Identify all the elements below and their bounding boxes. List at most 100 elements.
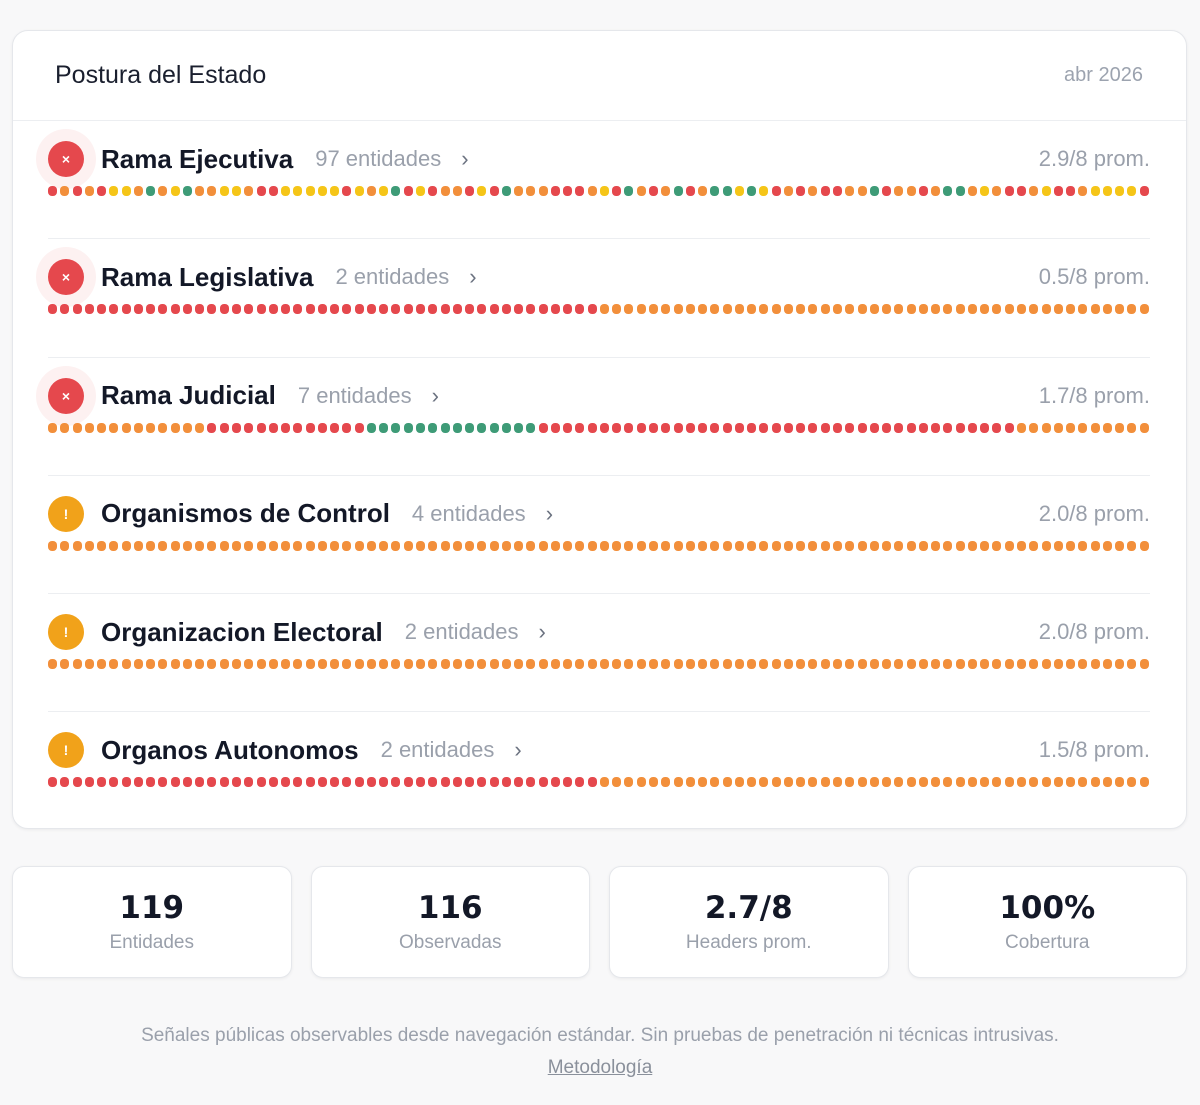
entity-dot [943, 422, 953, 433]
entity-dot [747, 659, 757, 670]
entity-dot [685, 540, 695, 551]
entity-dot [906, 659, 916, 670]
entity-dot [587, 777, 597, 788]
entity-dot [489, 304, 499, 315]
entity-dot [943, 540, 953, 551]
entity-dot [121, 186, 131, 196]
entity-dot [820, 777, 830, 788]
entity-dot [514, 186, 524, 196]
entity-dot [612, 422, 622, 433]
chevron-right-icon[interactable]: › [469, 264, 477, 290]
branch-name: Rama Ejecutiva [101, 143, 294, 174]
entity-dot [366, 777, 376, 788]
entity-dot [955, 422, 965, 433]
chevron-right-icon[interactable]: › [431, 382, 439, 408]
entity-dot [649, 540, 659, 551]
entity-dot [244, 540, 254, 551]
branch-row[interactable]: ! Organos Autonomos 2 entidades › 1.5/8 … [48, 712, 1150, 830]
entity-dot [379, 304, 389, 315]
entity-dot [538, 422, 548, 433]
entity-dot [882, 659, 892, 670]
entity-dot [1029, 777, 1039, 788]
entity-dot [955, 186, 965, 196]
chevron-right-icon[interactable]: › [538, 619, 546, 645]
entity-dot [1029, 186, 1039, 196]
chevron-right-icon[interactable]: › [461, 146, 469, 171]
entity-dot [820, 186, 830, 196]
branch-row[interactable]: × Rama Ejecutiva 97 entidades › 2.9/8 pr… [48, 121, 1150, 240]
entity-dot [575, 422, 585, 433]
entity-dot [624, 186, 634, 196]
entity-dot [452, 659, 462, 670]
entity-dot [146, 659, 156, 670]
chevron-right-icon[interactable]: › [545, 500, 554, 526]
entity-dot [428, 422, 438, 433]
entity-dot [857, 422, 867, 433]
entity-dot [833, 304, 842, 315]
disclaimer-footer: Señales públicas observables desde naveg… [140, 1020, 1060, 1084]
branch-row[interactable]: × Rama Legislativa 2 entidades › 0.5/8 p… [48, 239, 1150, 358]
entity-dot [256, 422, 266, 433]
entity-dot [354, 422, 364, 433]
entity-dot [1041, 422, 1051, 433]
entity-dot [330, 304, 340, 315]
entity-dot [710, 186, 720, 196]
entity-dot [514, 422, 524, 433]
entity-dot [563, 777, 573, 788]
entity-count: 2 entidades [335, 264, 450, 290]
entity-dot [244, 422, 254, 433]
entity-dot [1090, 540, 1100, 551]
entity-dot [869, 659, 879, 670]
entity-dot [649, 186, 659, 196]
entity-dot [575, 304, 585, 315]
branch-row[interactable]: ! Organizacion Electoral 2 entidades › 2… [48, 594, 1150, 713]
stat-card-observed: 116 Observadas [310, 866, 590, 978]
entity-dot [465, 540, 475, 551]
entity-dot [158, 659, 168, 670]
entity-dot [1139, 659, 1149, 670]
entity-dot [931, 186, 941, 196]
entity-dot [771, 304, 781, 315]
entity-dot [207, 777, 217, 788]
entity-dot [820, 422, 830, 433]
entity-dot [587, 659, 597, 670]
entity-dot [599, 186, 609, 196]
entity-dot [563, 659, 573, 670]
entity-dot [1004, 422, 1014, 433]
entity-dot [195, 777, 205, 788]
entity-dot [833, 777, 842, 788]
entity-dot [60, 540, 70, 551]
entity-dot [219, 777, 229, 788]
entity-dot [1115, 659, 1125, 670]
entity-dot [1139, 422, 1149, 433]
entity-dot [1041, 540, 1051, 551]
disclaimer-text: Señales públicas observables desde naveg… [141, 1025, 1059, 1046]
entity-dot [857, 186, 867, 196]
entity-dot [1115, 540, 1125, 551]
entity-dot [636, 659, 646, 670]
chevron-right-icon[interactable]: › [514, 737, 522, 763]
entity-dot [710, 304, 720, 315]
entity-dot [992, 540, 1002, 551]
entity-dot [1090, 777, 1100, 788]
entity-dot [673, 540, 683, 551]
entity-dot [894, 659, 904, 670]
entity-dot [808, 304, 818, 315]
branch-row[interactable]: ! Organismos de Control 4 entidades › 2.… [48, 476, 1150, 595]
entity-dot [685, 422, 695, 433]
entity-dot [967, 304, 977, 315]
entity-dot [906, 304, 916, 315]
entity-dot [109, 422, 119, 433]
entity-dot [1127, 304, 1137, 315]
entity-dot [342, 304, 352, 315]
entity-dot [1016, 422, 1026, 433]
entity-dot [72, 304, 82, 315]
methodology-link[interactable]: Metodología [547, 1057, 653, 1078]
entity-dot [440, 777, 450, 788]
entity-dot [514, 777, 524, 788]
entity-dot [465, 186, 475, 196]
entity-dot [649, 777, 659, 788]
entity-dot-strip [48, 659, 1150, 670]
entity-dot [833, 186, 842, 196]
branch-row[interactable]: × Rama Judicial 7 entidades › 1.7/8 prom… [48, 358, 1150, 476]
